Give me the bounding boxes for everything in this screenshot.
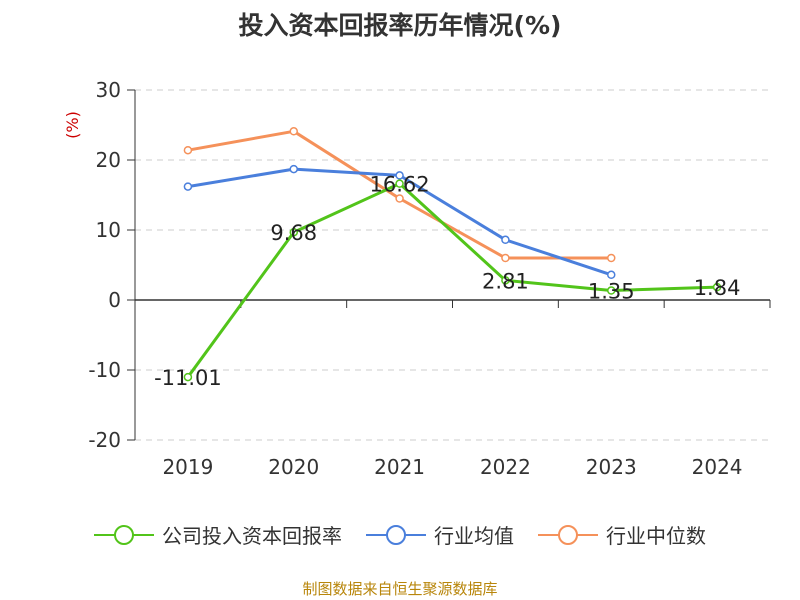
series-line-0	[186, 182, 718, 378]
legend-label-industry-median: 行业中位数	[606, 524, 706, 548]
data-point	[395, 171, 404, 180]
data-point	[183, 145, 193, 155]
data-point	[395, 179, 404, 188]
data-label: -11.01	[154, 366, 222, 390]
legend: 公司投入资本回报率 行业均值 行业中位数	[0, 520, 800, 549]
chart-title: 投入资本回报率历年情况(%)	[238, 11, 562, 40]
data-point	[289, 164, 298, 174]
data-label: 16.62	[370, 173, 430, 197]
data-point	[289, 127, 298, 136]
data-label: 1.35	[588, 280, 635, 304]
data-point	[607, 286, 616, 295]
data-label: 9.68	[270, 221, 317, 245]
data-label: 2.81	[482, 269, 529, 293]
legend-label-industry-mean: 行业均值	[434, 524, 514, 548]
legend-swatch-industry-median	[538, 524, 598, 545]
y-axis-label: (%)	[63, 111, 82, 139]
data-label: 1.84	[694, 276, 741, 300]
legend-label-company: 公司投入资本回报率	[162, 524, 342, 548]
legend-item-company[interactable]: 公司投入资本回报率	[94, 520, 342, 549]
x-tick-label: 2021	[374, 455, 425, 479]
x-tick-label: 2022	[480, 455, 531, 479]
data-point	[183, 182, 193, 191]
x-tick-label: 2024	[692, 455, 743, 479]
legend-item-industry-median[interactable]: 行业中位数	[538, 520, 706, 549]
data-point	[501, 253, 510, 263]
x-tick-label: 2019	[162, 455, 213, 479]
data-point	[395, 194, 404, 203]
legend-item-industry-mean[interactable]: 行业均值	[366, 520, 514, 549]
source-note: 制图数据来自恒生聚源数据库	[302, 580, 498, 598]
y-tick-label: 0	[108, 288, 121, 312]
data-point	[183, 372, 193, 382]
legend-swatch-company	[94, 524, 154, 545]
y-tick-label: -10	[88, 358, 121, 382]
legend-swatch-industry-mean	[366, 524, 426, 545]
y-tick-label: 20	[96, 148, 121, 172]
data-point	[289, 227, 298, 237]
data-point	[501, 235, 510, 245]
y-tick-label: 10	[96, 218, 121, 242]
x-tick-label: 2023	[586, 455, 637, 479]
data-point	[607, 270, 616, 280]
y-tick-label: 30	[96, 78, 121, 102]
data-point	[607, 253, 616, 263]
y-tick-label: -20	[88, 428, 121, 452]
x-tick-label: 2020	[268, 455, 319, 479]
data-point	[501, 276, 510, 285]
data-point	[712, 282, 722, 292]
